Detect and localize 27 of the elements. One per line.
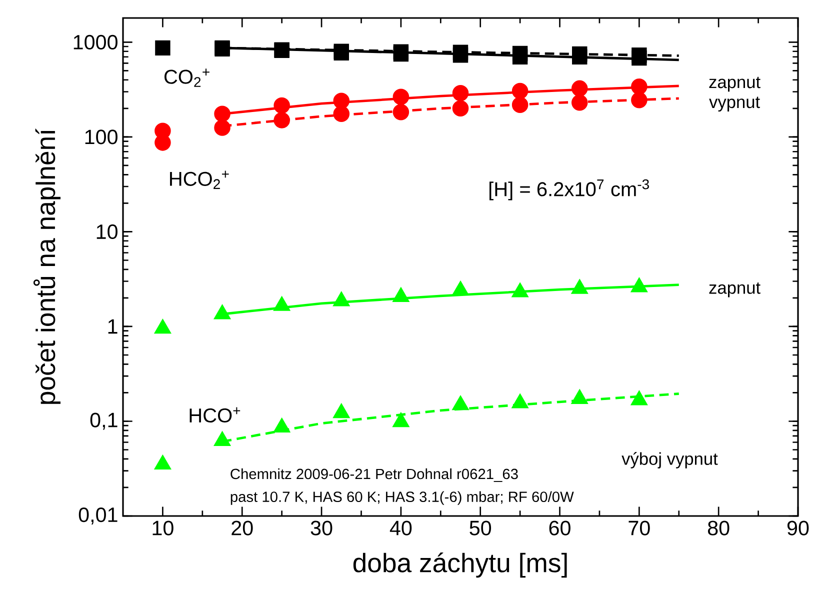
annotation: past 10.7 K, HAS 60 K; HAS 3.1(-6) mbar; RF 60/0W [230,491,574,505]
y-tick-label: 100 [85,130,118,144]
x-tick-label: 70 [628,520,650,536]
x-tick-label: 90 [787,520,809,536]
x-tick-label: 80 [708,520,730,536]
y-tick-label: 10 [96,224,118,240]
annotation: zapnut [709,282,760,298]
x-tick-label: 30 [310,520,332,536]
y-tick-label: 0,1 [90,412,118,430]
annotation: zapnut [709,76,760,92]
annotation: CO$_{2}$+ [164,68,210,87]
y-tick-label: 0,01 [78,507,118,525]
annotation: výboj vypnut [622,452,718,468]
x-tick-label: 20 [232,520,253,536]
annotation: HCO$^{+}$ [190,407,240,423]
y-axis-title: počet iontů na naplnění [33,128,60,404]
x-tick-label: 40 [390,520,412,536]
x-axis-title: doba záchytu [ms] [353,552,567,578]
annotation: [H] = 6.2x10$^{7}$ cm$^{-3}$ [490,179,649,200]
x-tick-label: 60 [549,520,570,536]
x-tick-label: 10 [152,520,174,536]
annotation: Chemnitz 2009-06-21 Petr Dohnal r0621_63 [230,468,518,482]
x-tick-label: 50 [470,520,492,536]
y-tick-label: 1 [108,319,118,334]
annotation: vypnut [709,96,760,112]
annotation: HCO$_{2}$+ [170,170,229,189]
y-tick-label: 1000 [74,34,118,50]
